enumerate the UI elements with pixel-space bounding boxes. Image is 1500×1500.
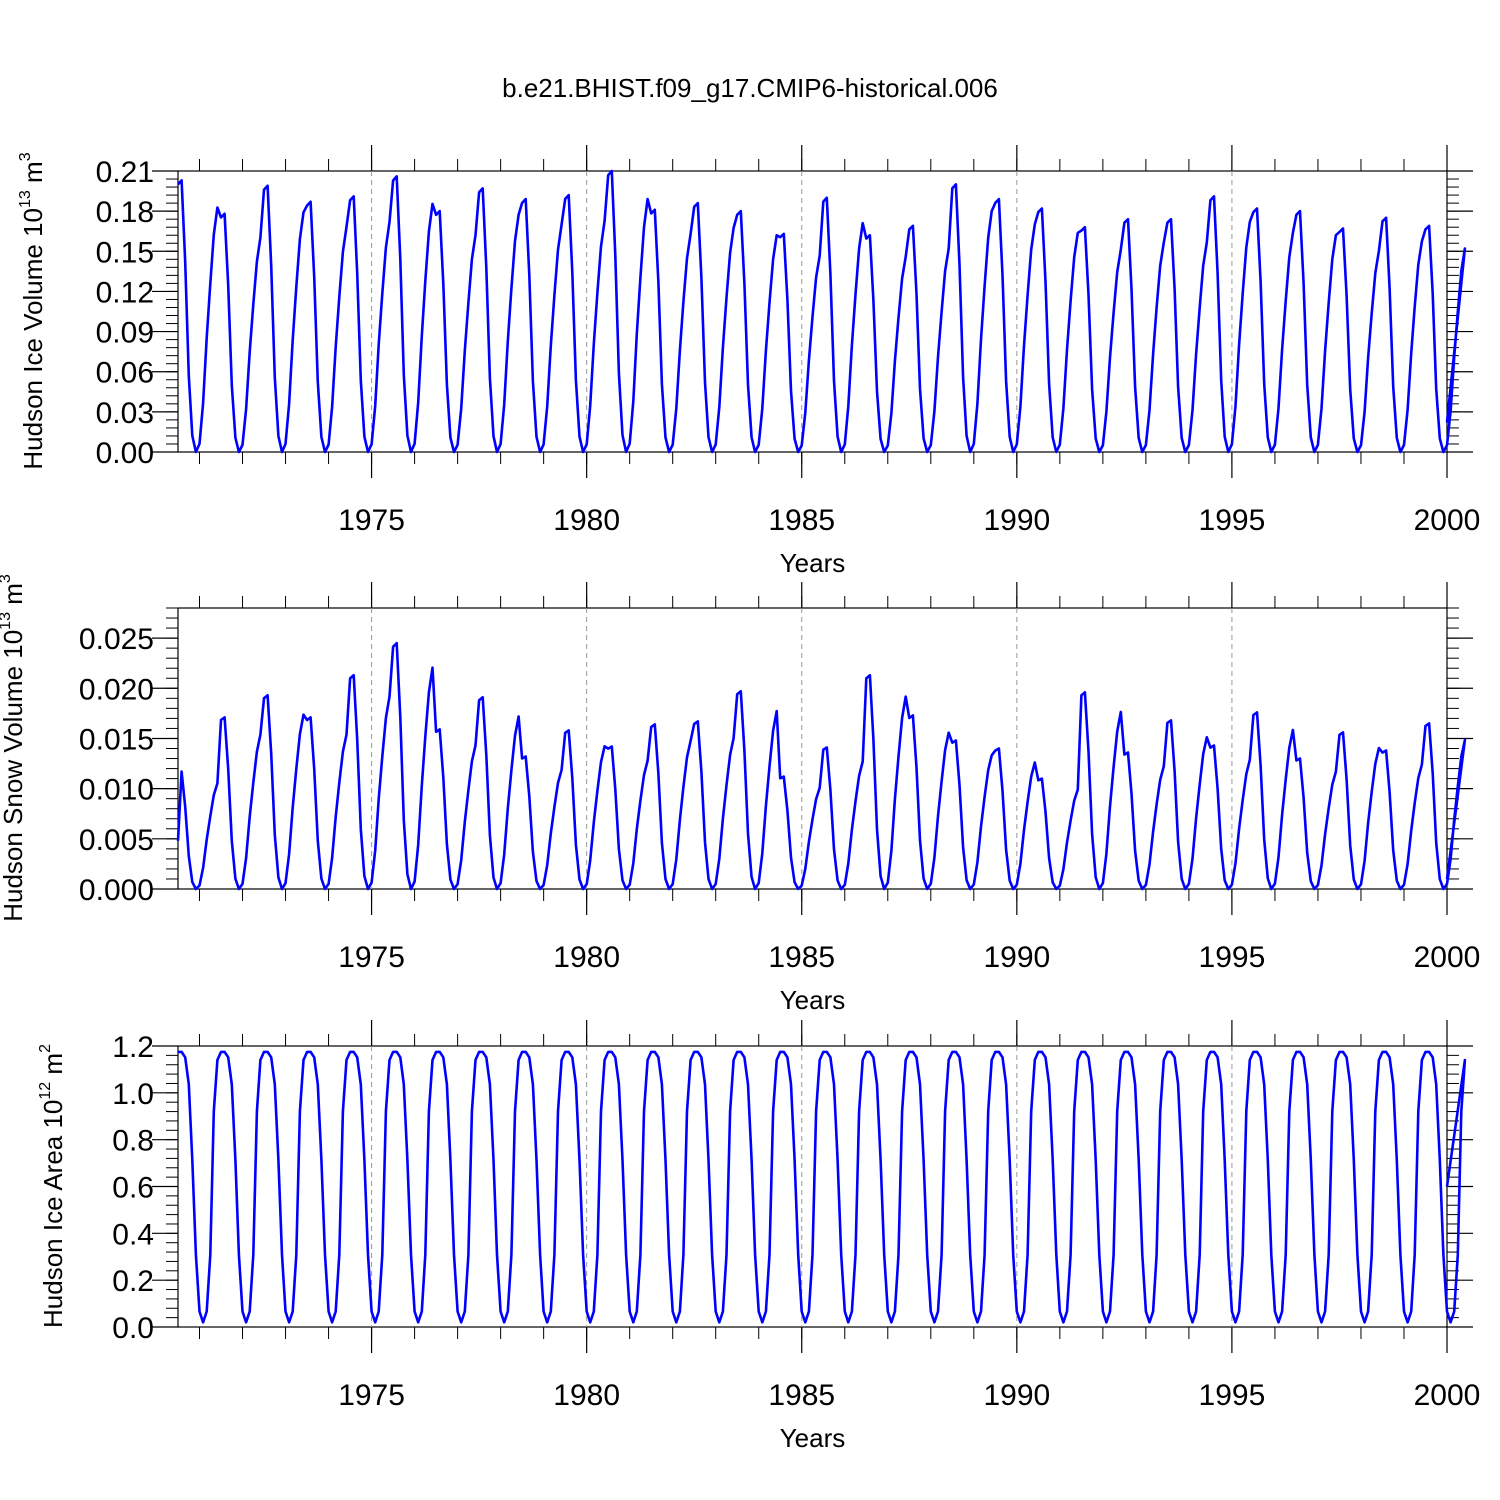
xtick-label: 1975 xyxy=(338,941,405,974)
ytick-label: 0.00 xyxy=(96,437,154,470)
ytick-label: 0.15 xyxy=(96,236,154,269)
panel-1: 0.00 0.03 0.06 0.09 0.12 0.15 0.18 0.21 1975 1980… xyxy=(17,145,1480,578)
xtick-label: 1975 xyxy=(338,1379,405,1412)
ytick-label: 1.2 xyxy=(112,1031,154,1064)
xtick-label: 1980 xyxy=(553,504,620,537)
xtick-label: 1980 xyxy=(553,1379,620,1412)
ytick-label: 0.09 xyxy=(96,317,154,350)
ytick-label: 0.2 xyxy=(112,1265,154,1298)
xtick-label: 1985 xyxy=(768,1379,835,1412)
series-line-hudson-snow-volume xyxy=(176,641,1467,891)
xtick-label: 1995 xyxy=(1199,504,1266,537)
xtick-label: 1995 xyxy=(1199,1379,1266,1412)
ytick-label: 0.015 xyxy=(79,723,154,756)
ytick-label: 0.21 xyxy=(96,156,154,189)
ytick-label: 0.03 xyxy=(96,397,154,430)
ytick-label: 0.6 xyxy=(112,1172,154,1205)
xtick-label: 1990 xyxy=(983,504,1050,537)
ytick-label: 0.8 xyxy=(112,1125,154,1158)
y-axis-label: Hudson Ice Area 1012 m2 xyxy=(37,1044,68,1328)
ytick-label: 0.010 xyxy=(79,774,154,807)
ytick-label: 0.020 xyxy=(79,673,154,706)
chart-title: b.e21.BHIST.f09_g17.CMIP6-historical.006 xyxy=(502,73,998,103)
ytick-label: 0.005 xyxy=(79,824,154,857)
ytick-label: 0.025 xyxy=(79,623,154,656)
xtick-label: 1985 xyxy=(768,504,835,537)
xtick-label: 1985 xyxy=(768,941,835,974)
y-axis-label: Hudson Ice Volume 1013 m3 xyxy=(17,152,48,469)
xtick-label: 1980 xyxy=(553,941,620,974)
x-axis-label: Years xyxy=(780,548,846,578)
ytick-label: 1.0 xyxy=(112,1078,154,1111)
ytick-label: 0.06 xyxy=(96,357,154,390)
y-axis-label: Hudson Snow Volume 1013 m3 xyxy=(0,574,28,922)
ytick-label: 0.000 xyxy=(79,874,154,907)
xtick-label: 2000 xyxy=(1414,1379,1481,1412)
xtick-label: 1995 xyxy=(1199,941,1266,974)
x-axis-label: Years xyxy=(780,1423,846,1453)
ytick-label: 0.4 xyxy=(112,1218,154,1251)
plot-frame xyxy=(177,607,1448,890)
series-line-hudson-ice-area xyxy=(178,1050,1467,1324)
panel-3: 0.0 0.2 0.4 0.6 0.8 1.0 1.2 1975 1980 1985 1990 199… xyxy=(37,1020,1480,1453)
ytick-label: 0.12 xyxy=(96,276,154,309)
x-axis-label: Years xyxy=(780,985,846,1015)
plot-frame xyxy=(177,170,1448,453)
ytick-label: 0.0 xyxy=(112,1312,154,1345)
ytick-label: 0.18 xyxy=(96,196,154,229)
series-line-hudson-ice-volume xyxy=(177,169,1467,454)
xtick-label: 2000 xyxy=(1414,504,1481,537)
plot-frame xyxy=(177,1045,1448,1328)
panels: 0.00 0.03 0.06 0.09 0.12 0.15 0.18 0.21 1975 1980… xyxy=(0,145,1480,1453)
xtick-label: 1990 xyxy=(983,941,1050,974)
xtick-label: 2000 xyxy=(1414,941,1481,974)
xtick-label: 1975 xyxy=(338,504,405,537)
panel-2: 0.000 0.005 0.010 0.015 0.020 0.025 1975 1980 19… xyxy=(0,574,1480,1015)
xtick-label: 1990 xyxy=(983,1379,1050,1412)
